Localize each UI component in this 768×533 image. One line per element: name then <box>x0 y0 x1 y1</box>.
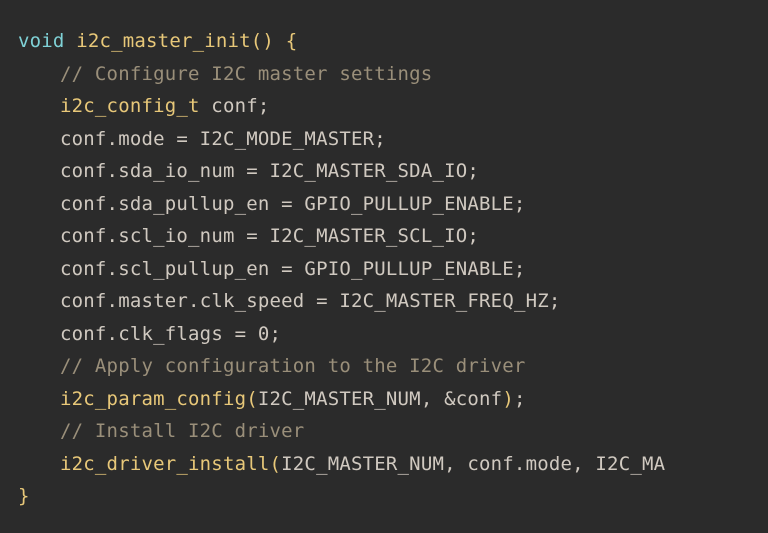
token-default: conf. <box>60 128 118 150</box>
token-member: master <box>118 290 188 312</box>
code-line: conf.sda_io_num = I2C_MASTER_SDA_IO; <box>18 155 768 188</box>
token-default: conf. <box>60 323 118 345</box>
token-comment: // Apply configuration to the I2C driver <box>60 355 526 377</box>
token-paren: ( <box>270 453 282 475</box>
token-default <box>165 128 177 150</box>
token-default: conf; <box>200 95 270 117</box>
token-default <box>304 290 316 312</box>
token-default <box>65 30 77 52</box>
token-operator: = <box>281 258 293 280</box>
token-default: conf. <box>60 290 118 312</box>
token-paren: ( <box>246 388 258 410</box>
code-line: i2c_driver_install(I2C_MASTER_NUM, conf.… <box>18 448 768 481</box>
token-default: conf. <box>60 258 118 280</box>
code-block: void i2c_master_init() {// Configure I2C… <box>0 0 768 513</box>
token-default: , I2C_MA <box>572 453 665 475</box>
token-brace: { <box>286 30 298 52</box>
token-comment: // Configure I2C master settings <box>60 63 432 85</box>
code-line: conf.scl_io_num = I2C_MASTER_SCL_IO; <box>18 220 768 253</box>
token-default: GPIO_PULLUP_ENABLE; <box>293 258 526 280</box>
code-line: conf.clk_flags = 0; <box>18 318 768 351</box>
token-member: sda_pullup_en <box>118 193 269 215</box>
token-keyword_type: void <box>18 30 65 52</box>
code-line: conf.scl_pullup_en = GPIO_PULLUP_ENABLE; <box>18 253 768 286</box>
token-default: conf. <box>60 193 118 215</box>
token-default: I2C_MASTER_SDA_IO; <box>258 160 479 182</box>
code-line: // Configure I2C master settings <box>18 58 768 91</box>
token-func_name: i2c_master_init <box>76 30 251 52</box>
token-default: I2C_MASTER_SCL_IO; <box>258 225 479 247</box>
code-line: i2c_config_t conf; <box>18 90 768 123</box>
token-operator: = <box>246 160 258 182</box>
token-default <box>270 258 282 280</box>
token-default <box>235 225 247 247</box>
token-operator: = <box>176 128 188 150</box>
code-line: // Install I2C driver <box>18 415 768 448</box>
token-default <box>270 193 282 215</box>
token-member: scl_pullup_en <box>118 258 269 280</box>
token-func_call: i2c_param_config <box>60 388 246 410</box>
token-brace: } <box>18 485 30 507</box>
token-default <box>223 323 235 345</box>
token-member: sda_io_num <box>118 160 234 182</box>
code-line: } <box>18 480 768 513</box>
token-default <box>235 160 247 182</box>
code-line: conf.master.clk_speed = I2C_MASTER_FREQ_… <box>18 285 768 318</box>
token-operator: = <box>246 225 258 247</box>
token-func_call: i2c_driver_install <box>60 453 270 475</box>
token-operator: = <box>281 193 293 215</box>
token-default: ; <box>514 388 526 410</box>
token-default <box>274 30 286 52</box>
token-default: I2C_MASTER_NUM, conf. <box>281 453 525 475</box>
token-default: GPIO_PULLUP_ENABLE; <box>293 193 526 215</box>
token-type: i2c_config_t <box>60 95 200 117</box>
token-comment: // Install I2C driver <box>60 420 304 442</box>
token-paren: ) <box>502 388 514 410</box>
token-default: I2C_MODE_MASTER; <box>188 128 386 150</box>
token-default: . <box>188 290 200 312</box>
code-line: void i2c_master_init() { <box>18 25 768 58</box>
code-line: conf.sda_pullup_en = GPIO_PULLUP_ENABLE; <box>18 188 768 221</box>
code-line: conf.mode = I2C_MODE_MASTER; <box>18 123 768 156</box>
token-default: conf <box>456 388 503 410</box>
token-member: clk_flags <box>118 323 223 345</box>
token-default <box>246 323 258 345</box>
token-default: ; <box>270 323 282 345</box>
token-member: mode <box>118 128 165 150</box>
token-member: mode <box>526 453 573 475</box>
token-operator: = <box>235 323 247 345</box>
token-member: scl_io_num <box>118 225 234 247</box>
token-default: conf. <box>60 225 118 247</box>
code-line: i2c_param_config(I2C_MASTER_NUM, &conf); <box>18 383 768 416</box>
token-paren: () <box>251 30 274 52</box>
token-operator: = <box>316 290 328 312</box>
token-member: clk_speed <box>200 290 305 312</box>
token-number: 0 <box>258 323 270 345</box>
code-line: // Apply configuration to the I2C driver <box>18 350 768 383</box>
token-default: I2C_MASTER_NUM, <box>258 388 444 410</box>
token-default: conf. <box>60 160 118 182</box>
token-default: I2C_MASTER_FREQ_HZ; <box>328 290 561 312</box>
token-operator: & <box>444 388 456 410</box>
